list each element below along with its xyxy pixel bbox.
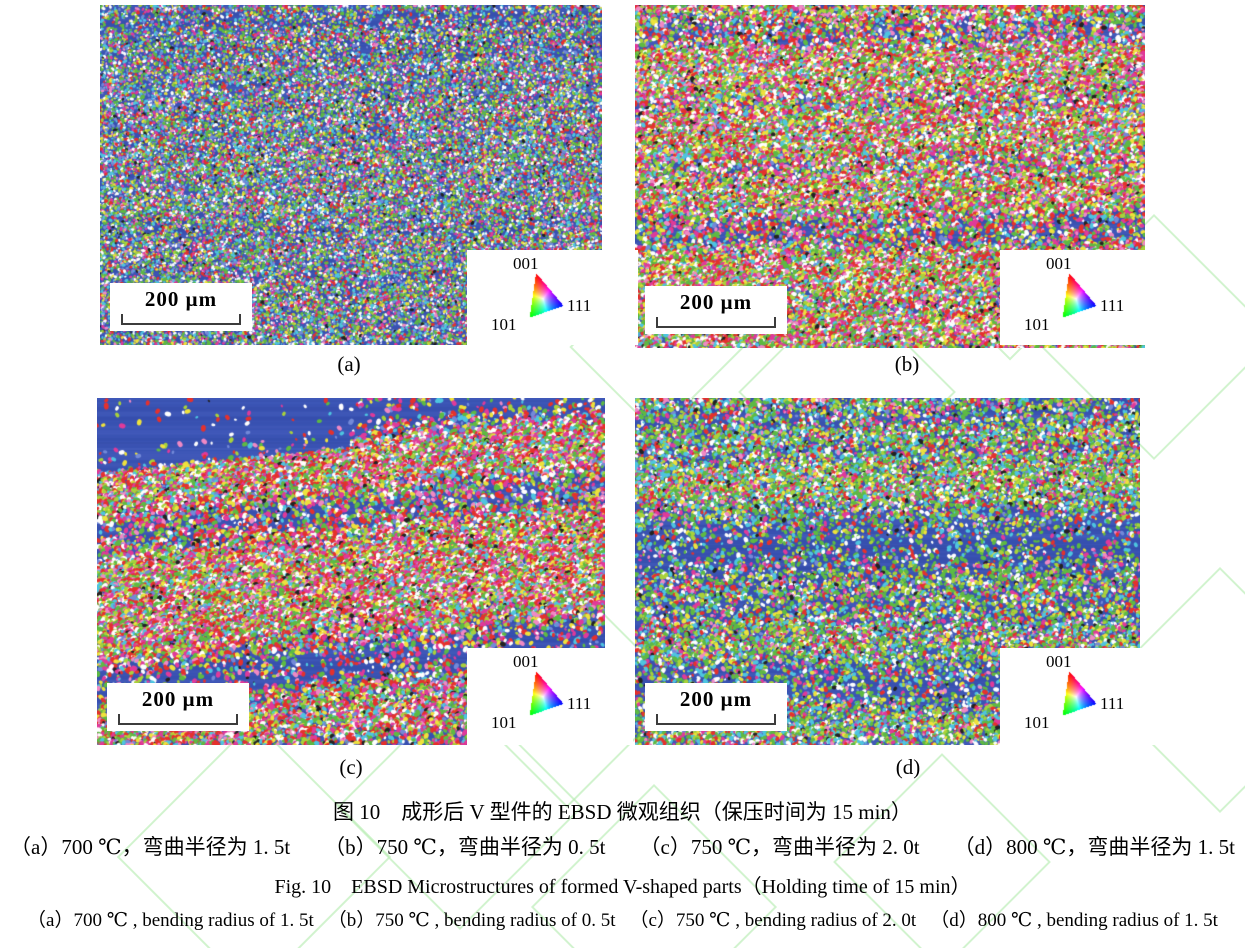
- scale-bar-label: 200 μm: [141, 687, 215, 711]
- caption-zh-item-d: （d）800 ℃，弯曲半径为 1. 5t: [953, 835, 1235, 859]
- panel-label-a: (a): [337, 352, 361, 376]
- scale-bar-label: 200 μm: [144, 287, 218, 311]
- caption-zh-title: 图 10 成形后 V 型件的 EBSD 微观组织（保压时间为 15 min）: [333, 800, 912, 824]
- ipf-001-label: 001: [1046, 254, 1072, 273]
- ipf-color-triangle: [524, 272, 564, 320]
- scale-bar-line: [656, 317, 776, 328]
- scale-bar-line: [118, 714, 238, 725]
- scale-bar-c: 200 μm: [107, 683, 249, 731]
- ipf-111-label: 111: [1100, 694, 1125, 713]
- caption-zh-item-a: （a）700 ℃，弯曲半径为 1. 5t: [10, 835, 291, 859]
- scale-bar-a: 200 μm: [110, 283, 252, 331]
- ipf-101-label: 101: [1024, 315, 1050, 334]
- scale-bar-label: 200 μm: [679, 290, 753, 314]
- panel-label-b: (b): [894, 352, 920, 376]
- caption-en-subcaptions: （a）700 ℃ , bending radius of 1. 5t （b）75…: [0, 905, 1245, 932]
- ipf-111-label: 111: [1100, 296, 1125, 315]
- ipf-101-label: 101: [491, 315, 517, 334]
- ipf-legend-c: 001 101 111: [467, 648, 633, 745]
- ipf-legend-a: 001 101 111: [467, 250, 638, 345]
- ipf-001-label: 001: [513, 652, 539, 671]
- panel-label-d: (d): [895, 755, 921, 779]
- caption-en-item-d: （d）800 ℃ , bending radius of 1. 5t: [930, 910, 1218, 931]
- caption-en-title: Fig. 10 EBSD Microstructures of formed V…: [274, 876, 971, 898]
- ipf-111-label: 111: [567, 694, 592, 713]
- caption-en-item-c: （c）750 ℃ , bending radius of 2. 0t: [629, 910, 917, 931]
- ipf-101-label: 101: [1024, 713, 1050, 732]
- scale-bar-line: [121, 314, 241, 325]
- caption-en-item-a: （a）700 ℃ , bending radius of 1. 5t: [27, 910, 314, 931]
- scale-bar-line: [656, 714, 776, 725]
- ipf-001-label: 001: [513, 254, 539, 273]
- scale-bar-d: 200 μm: [645, 683, 787, 731]
- micrograph-panel-a: 200 μm: [100, 5, 602, 345]
- scale-bar-b: 200 μm: [645, 286, 787, 334]
- ipf-111-label: 111: [567, 296, 592, 315]
- ipf-101-label: 101: [491, 713, 517, 732]
- scale-bar-label: 200 μm: [679, 687, 753, 711]
- caption-zh-subcaptions: （a）700 ℃，弯曲半径为 1. 5t （b）750 ℃，弯曲半径为 0. 5…: [0, 831, 1245, 861]
- ipf-color-triangle: [1057, 272, 1097, 320]
- caption-zh-item-c: （c）750 ℃，弯曲半径为 2. 0t: [639, 835, 920, 859]
- ipf-legend-d: 001 101 111: [1000, 648, 1170, 745]
- caption-en-item-b: （b）750 ℃ , bending radius of 0. 5t: [327, 910, 616, 931]
- ipf-001-label: 001: [1046, 652, 1072, 671]
- panel-label-c: (c): [339, 755, 363, 779]
- ipf-legend-b: 001 101 111: [1000, 250, 1170, 345]
- ipf-color-triangle: [524, 670, 564, 718]
- caption-zh-item-b: （b）750 ℃，弯曲半径为 0. 5t: [324, 835, 606, 859]
- ipf-color-triangle: [1057, 670, 1097, 718]
